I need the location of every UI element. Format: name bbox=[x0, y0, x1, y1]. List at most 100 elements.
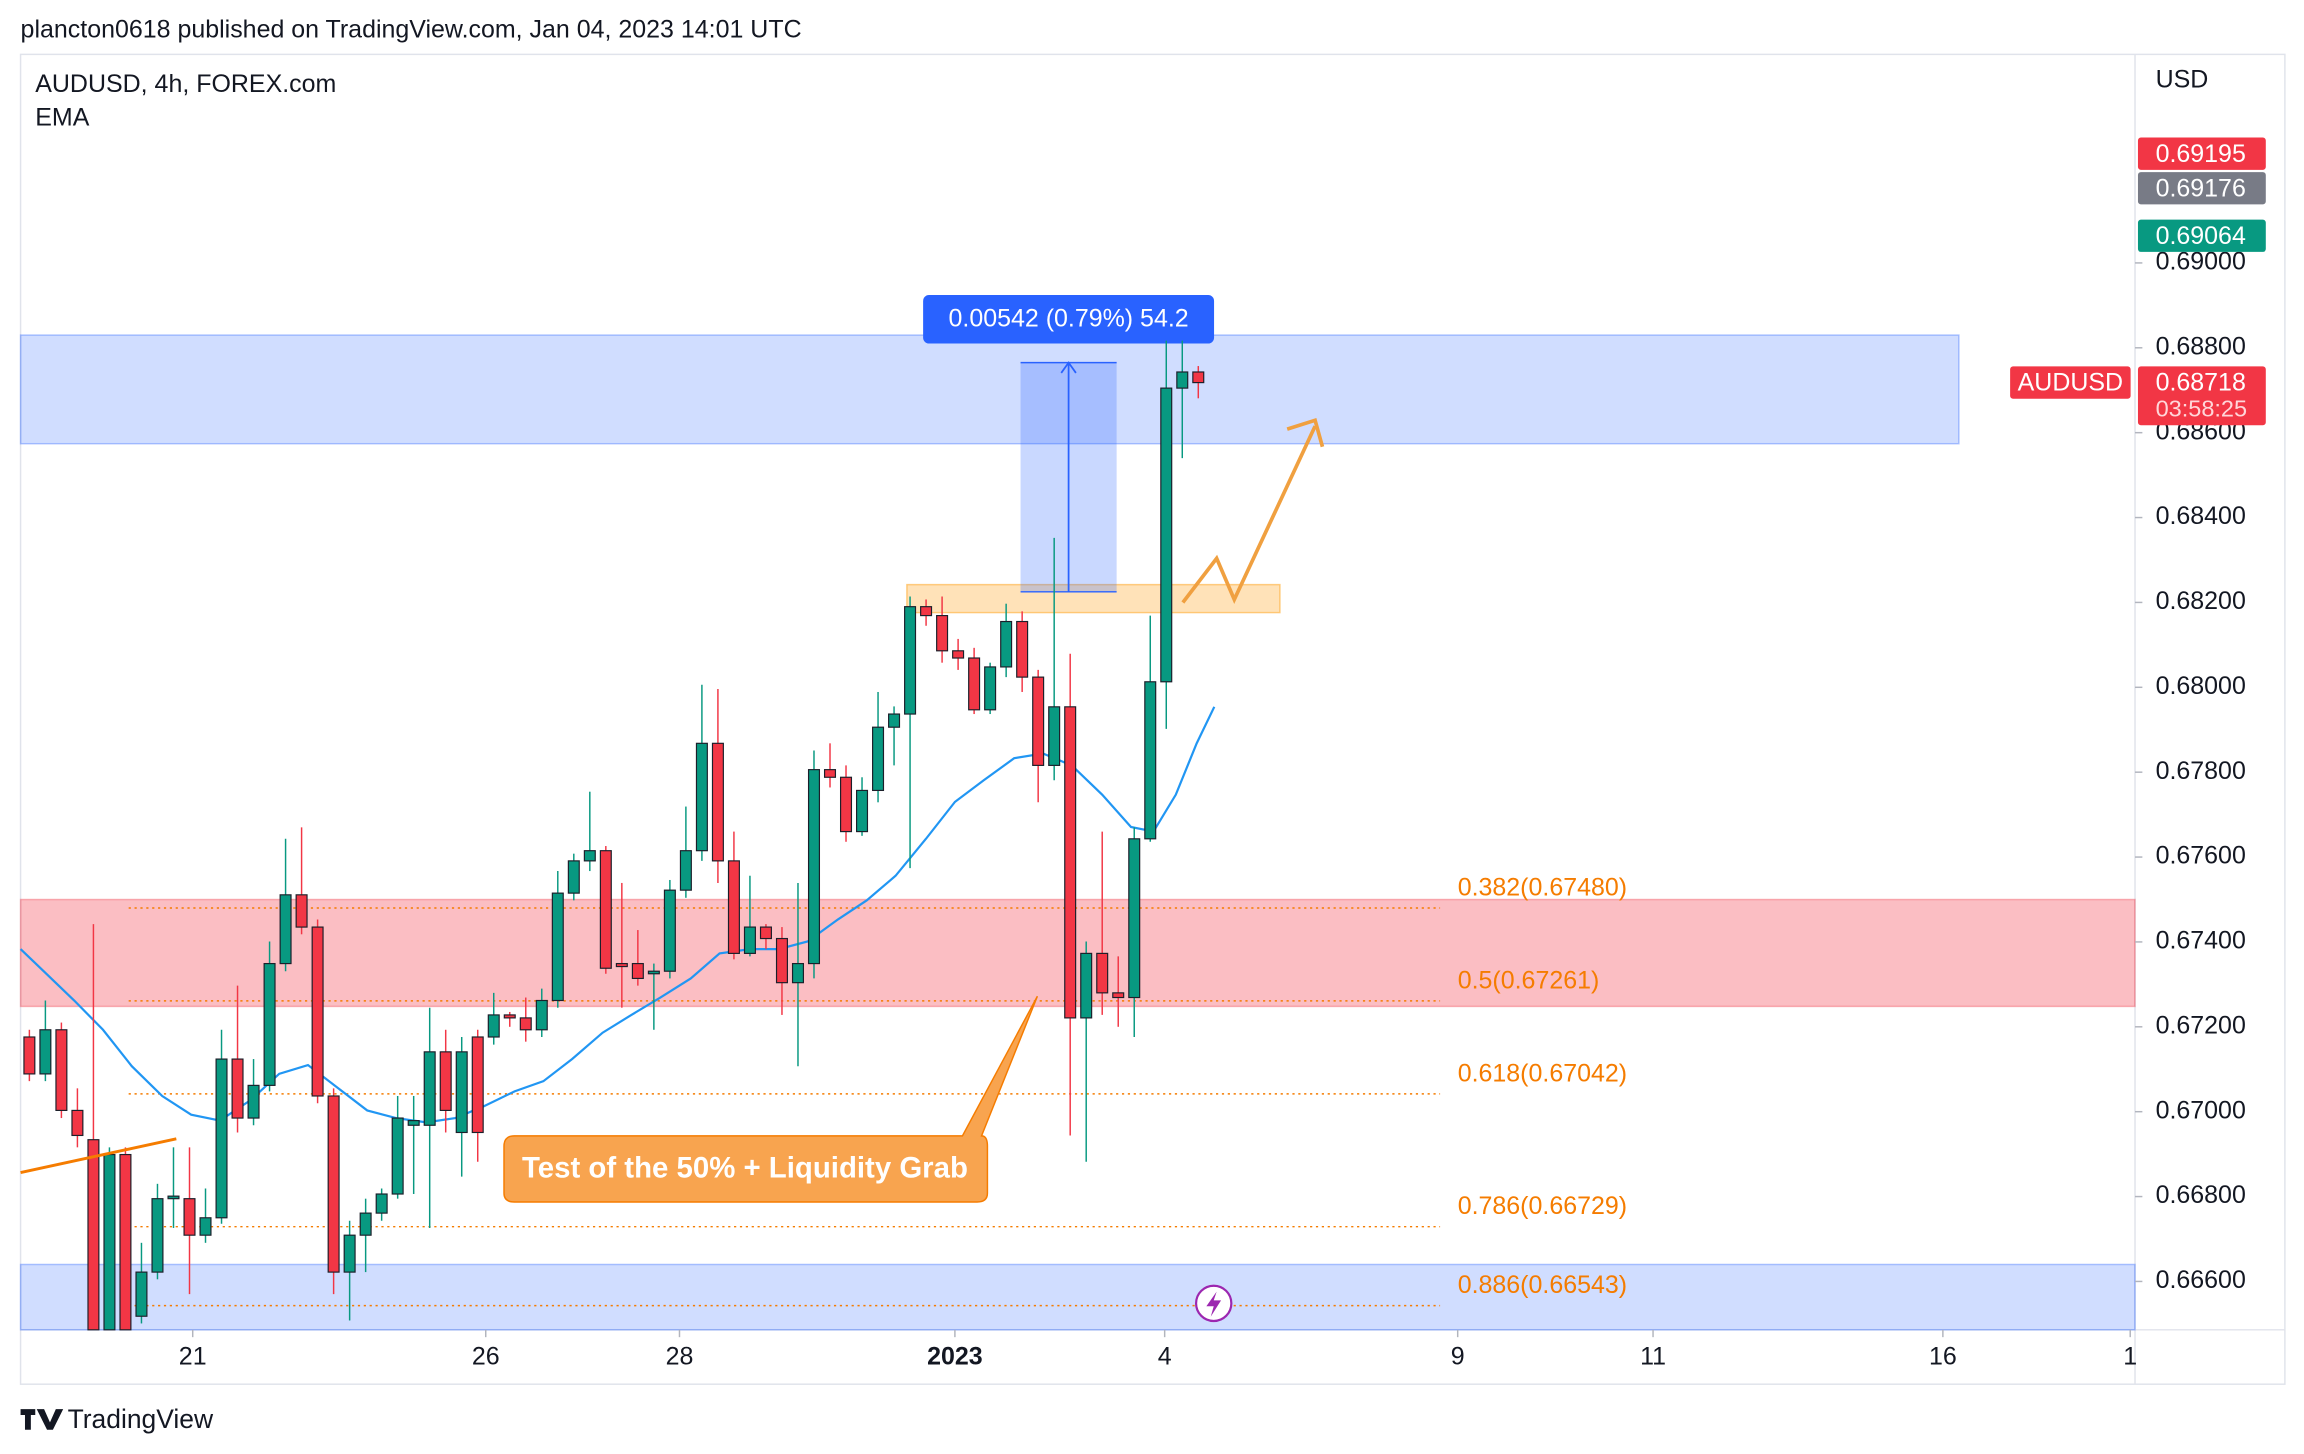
currency-label: USD bbox=[2156, 65, 2209, 93]
x-tick-label: 4 bbox=[1158, 1342, 1172, 1370]
price-badge-label: 0.69064 bbox=[2156, 222, 2246, 250]
y-tick-label: 0.67400 bbox=[2156, 927, 2246, 955]
trend-line bbox=[20, 1137, 177, 1175]
y-tick-label: 0.68400 bbox=[2156, 502, 2246, 530]
candle-body bbox=[791, 962, 805, 984]
candle-body bbox=[551, 892, 564, 1002]
candle-body bbox=[1048, 706, 1061, 766]
candle-body bbox=[503, 1014, 516, 1019]
zone bbox=[19, 898, 2136, 1008]
candle-body bbox=[1032, 676, 1045, 766]
price-badges: 0.69064 0.69176 0.69195 AUDUSD 0.6871803:58:… bbox=[2010, 137, 2266, 426]
candle-body bbox=[1080, 952, 1093, 1019]
projection-arrow bbox=[1181, 425, 1317, 605]
candle-body bbox=[920, 606, 933, 617]
candle-body bbox=[1016, 620, 1029, 678]
price-badge bbox=[2137, 219, 2266, 252]
measure-tool: 0.00542 (0.79%) 54.2 bbox=[923, 295, 1215, 593]
x-tick-label: 28 bbox=[666, 1342, 694, 1370]
annotation-callout bbox=[503, 995, 1039, 1203]
zone bbox=[19, 334, 1960, 445]
y-tick-label: 0.68800 bbox=[2156, 332, 2246, 360]
candle-body bbox=[647, 970, 660, 975]
y-tick-label: 0.66600 bbox=[2156, 1266, 2246, 1294]
candle-body bbox=[423, 1051, 436, 1126]
candle-body bbox=[1128, 838, 1141, 999]
candle-body bbox=[167, 1195, 180, 1200]
candle-body bbox=[1192, 371, 1205, 384]
candle-body bbox=[615, 962, 628, 968]
candle-body bbox=[23, 1036, 36, 1075]
y-tick-label: 0.67800 bbox=[2156, 757, 2246, 785]
candle-body bbox=[1096, 952, 1109, 994]
fib-label: 0.382(0.67480) bbox=[1458, 873, 1627, 901]
candle-body bbox=[55, 1029, 68, 1111]
zones bbox=[19, 334, 2136, 1331]
candle-body bbox=[759, 926, 772, 940]
candle-body bbox=[743, 926, 756, 954]
candles bbox=[23, 340, 1205, 1331]
price-badge-label: 0.69195 bbox=[2156, 140, 2246, 168]
candle-body bbox=[183, 1198, 196, 1236]
candle-body bbox=[663, 889, 676, 972]
chart-frame bbox=[19, 53, 2286, 1385]
candle-body bbox=[247, 1084, 260, 1119]
candle-body bbox=[199, 1217, 212, 1236]
candle-body bbox=[1144, 681, 1157, 840]
fib-label: 0.886(0.66543) bbox=[1458, 1271, 1627, 1299]
projection-arrowhead bbox=[1286, 417, 1325, 448]
y-tick-label: 0.66800 bbox=[2156, 1181, 2246, 1209]
candle-body bbox=[872, 726, 885, 792]
candle-body bbox=[599, 850, 612, 969]
y-tick-label: 0.67600 bbox=[2156, 842, 2246, 870]
candle-body bbox=[1112, 992, 1125, 999]
fib-label: 0.618(0.67042) bbox=[1458, 1059, 1627, 1087]
last-price-symbol: AUDUSD bbox=[2018, 369, 2123, 397]
candle-body bbox=[856, 789, 869, 833]
candle-body bbox=[535, 999, 548, 1031]
x-tick-label: 1 bbox=[2123, 1342, 2137, 1370]
candle-body bbox=[327, 1095, 340, 1273]
candle-body bbox=[215, 1058, 228, 1219]
price-badge bbox=[2137, 137, 2266, 170]
candle-body bbox=[231, 1058, 244, 1119]
candle-body bbox=[263, 962, 276, 1086]
candle-body bbox=[952, 650, 965, 659]
candle-body bbox=[119, 1153, 132, 1331]
candle-body bbox=[135, 1271, 148, 1317]
measure-arrowhead bbox=[1060, 361, 1077, 374]
y-tick-label: 0.67200 bbox=[2156, 1011, 2246, 1039]
measure-label: 0.00542 (0.79%) 54.2 bbox=[949, 305, 1189, 333]
candle-body bbox=[679, 850, 692, 891]
annotation-text: Test of the 50% + Liquidity Grab bbox=[522, 1151, 968, 1184]
last-price-symbol-box bbox=[2010, 366, 2131, 399]
candle-body bbox=[807, 769, 821, 965]
candle-body bbox=[839, 776, 853, 833]
candle-body bbox=[519, 1017, 532, 1031]
candle-body bbox=[439, 1051, 452, 1111]
candle-body bbox=[391, 1117, 404, 1195]
candle-body bbox=[936, 614, 949, 652]
candle-body bbox=[888, 713, 901, 728]
publish-header: plancton0618 published on TradingView.co… bbox=[21, 15, 802, 43]
candle-body bbox=[471, 1036, 484, 1134]
price-badge-label: 0.69176 bbox=[2156, 174, 2246, 202]
tv-logo-text: TradingView bbox=[68, 1404, 214, 1434]
zone bbox=[906, 583, 1281, 614]
candle-body bbox=[904, 606, 917, 715]
x-tick-label: 9 bbox=[1451, 1342, 1465, 1370]
candle-body bbox=[279, 894, 292, 965]
event-icon-bolt bbox=[1206, 1291, 1222, 1317]
x-tick-label: 11 bbox=[1640, 1342, 1666, 1370]
candle-body bbox=[359, 1212, 372, 1236]
candle-body bbox=[1064, 706, 1077, 1019]
y-tick-label: 0.67000 bbox=[2156, 1096, 2246, 1124]
candle-body bbox=[583, 850, 596, 862]
candle-body bbox=[695, 742, 708, 852]
last-price-badge bbox=[2137, 366, 2266, 426]
last-price-label: 0.68718 bbox=[2156, 369, 2246, 397]
indicator-label: EMA bbox=[35, 104, 89, 132]
x-tick-label: 2023 bbox=[927, 1342, 983, 1370]
candle-body bbox=[984, 666, 997, 711]
